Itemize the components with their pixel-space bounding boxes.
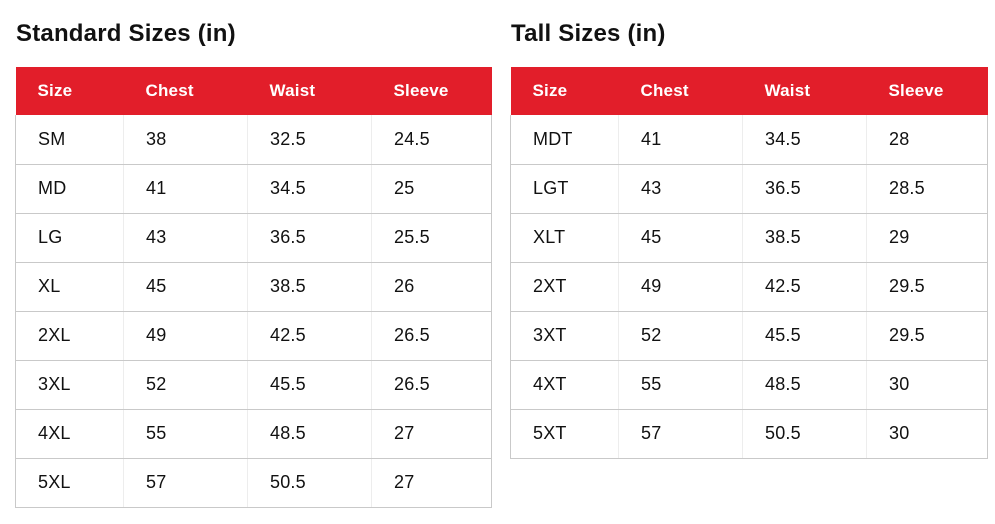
table-cell: 4XL: [15, 409, 124, 459]
table-cell: 25.5: [371, 213, 492, 263]
table-cell: 28.5: [866, 164, 988, 214]
table-cell: 2XL: [15, 311, 124, 361]
table-row: LG 43 36.5 25.5: [15, 213, 492, 263]
table-cell: MDT: [510, 115, 619, 165]
table-cell: 30: [866, 360, 988, 410]
table-cell: 38.5: [742, 213, 867, 263]
tall-sizes-table: Size Chest Waist Sleeve MDT 41 34.5 28 LGT 43…: [510, 67, 988, 459]
table-cell: 42.5: [247, 311, 372, 361]
tall-sizes-title: Tall Sizes (in): [511, 20, 666, 47]
table-cell: 36.5: [742, 164, 867, 214]
table-cell: 2XT: [510, 262, 619, 312]
table-cell: 57: [618, 409, 743, 459]
table-row: 3XL 52 45.5 26.5: [15, 360, 492, 410]
table-cell: 29: [866, 213, 988, 263]
table-row: 4XT 55 48.5 30: [510, 360, 988, 410]
standard-sizes-section: Standard Sizes (in) Size Chest Waist Sle…: [15, 0, 492, 508]
table-cell: LG: [15, 213, 124, 263]
column-header-size: Size: [15, 67, 124, 115]
standard-sizes-title: Standard Sizes (in): [16, 20, 236, 47]
table-cell: 49: [123, 311, 248, 361]
table-row: 3XT 52 45.5 29.5: [510, 311, 988, 361]
table-body: MDT 41 34.5 28 LGT 43 36.5 28.5 XLT 45 38.5 29 2XT 49…: [510, 115, 988, 459]
table-cell: 3XL: [15, 360, 124, 410]
table-cell: 48.5: [742, 360, 867, 410]
table-cell: XL: [15, 262, 124, 312]
table-cell: 34.5: [247, 164, 372, 214]
table-body: SM 38 32.5 24.5 MD 41 34.5 25 LG 43 36.5 25.5 XL 45 38…: [15, 115, 492, 508]
table-cell: 36.5: [247, 213, 372, 263]
column-header-sleeve: Sleeve: [371, 67, 492, 115]
table-header-row: Size Chest Waist Sleeve: [15, 67, 492, 115]
column-header-sleeve: Sleeve: [866, 67, 988, 115]
table-row: 5XT 57 50.5 30: [510, 409, 988, 459]
table-row: 5XL 57 50.5 27: [15, 458, 492, 508]
table-cell: 25: [371, 164, 492, 214]
table-cell: 26.5: [371, 360, 492, 410]
table-cell: 29.5: [866, 262, 988, 312]
table-cell: 38: [123, 115, 248, 165]
table-row: SM 38 32.5 24.5: [15, 115, 492, 165]
table-header: Size Chest Waist Sleeve: [510, 67, 988, 115]
column-header-waist: Waist: [247, 67, 372, 115]
table-cell: 30: [866, 409, 988, 459]
table-cell: 29.5: [866, 311, 988, 361]
table-cell: 45.5: [742, 311, 867, 361]
table-cell: 52: [123, 360, 248, 410]
table-cell: 28: [866, 115, 988, 165]
table-row: 2XL 49 42.5 26.5: [15, 311, 492, 361]
table-cell: 26: [371, 262, 492, 312]
table-cell: 27: [371, 409, 492, 459]
table-cell: 26.5: [371, 311, 492, 361]
standard-sizes-table: Size Chest Waist Sleeve SM 38 32.5 24.5 MD 41…: [15, 67, 492, 508]
table-cell: 45.5: [247, 360, 372, 410]
tall-sizes-section: Tall Sizes (in) Size Chest Waist Sleeve …: [510, 0, 988, 459]
table-cell: 43: [123, 213, 248, 263]
table-cell: 50.5: [742, 409, 867, 459]
table-cell: LGT: [510, 164, 619, 214]
table-cell: 41: [123, 164, 248, 214]
table-cell: 49: [618, 262, 743, 312]
table-row: 4XL 55 48.5 27: [15, 409, 492, 459]
table-row: MD 41 34.5 25: [15, 164, 492, 214]
table-cell: 45: [618, 213, 743, 263]
table-cell: XLT: [510, 213, 619, 263]
table-cell: 57: [123, 458, 248, 508]
table-cell: MD: [15, 164, 124, 214]
table-cell: 5XL: [15, 458, 124, 508]
table-row: LGT 43 36.5 28.5: [510, 164, 988, 214]
table-cell: 34.5: [742, 115, 867, 165]
size-charts-container: Standard Sizes (in) Size Chest Waist Sle…: [15, 0, 988, 508]
table-cell: 41: [618, 115, 743, 165]
table-header: Size Chest Waist Sleeve: [15, 67, 492, 115]
table-cell: 45: [123, 262, 248, 312]
table-cell: 5XT: [510, 409, 619, 459]
table-cell: 55: [618, 360, 743, 410]
column-header-chest: Chest: [618, 67, 743, 115]
table-row: XL 45 38.5 26: [15, 262, 492, 312]
table-cell: 24.5: [371, 115, 492, 165]
column-header-size: Size: [510, 67, 619, 115]
table-cell: 42.5: [742, 262, 867, 312]
table-row: MDT 41 34.5 28: [510, 115, 988, 165]
table-cell: 43: [618, 164, 743, 214]
table-cell: SM: [15, 115, 124, 165]
table-cell: 52: [618, 311, 743, 361]
table-row: XLT 45 38.5 29: [510, 213, 988, 263]
table-cell: 50.5: [247, 458, 372, 508]
column-header-waist: Waist: [742, 67, 867, 115]
table-cell: 32.5: [247, 115, 372, 165]
table-cell: 27: [371, 458, 492, 508]
table-cell: 48.5: [247, 409, 372, 459]
table-cell: 38.5: [247, 262, 372, 312]
table-header-row: Size Chest Waist Sleeve: [510, 67, 988, 115]
table-cell: 55: [123, 409, 248, 459]
table-cell: 4XT: [510, 360, 619, 410]
column-header-chest: Chest: [123, 67, 248, 115]
table-cell: 3XT: [510, 311, 619, 361]
table-row: 2XT 49 42.5 29.5: [510, 262, 988, 312]
